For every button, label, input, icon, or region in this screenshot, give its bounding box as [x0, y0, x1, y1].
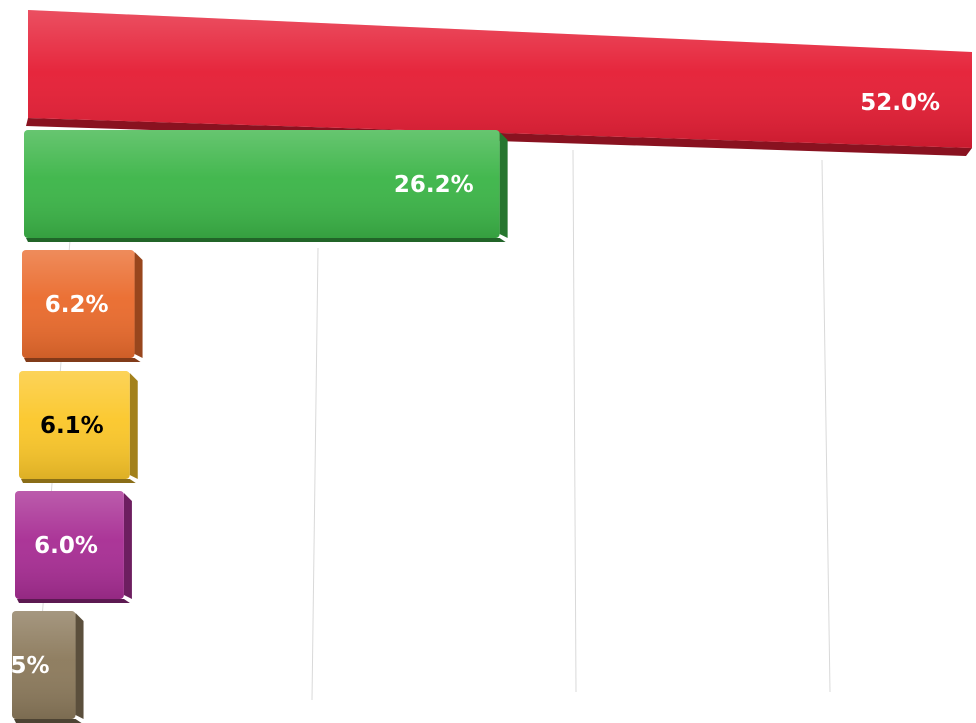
bar-4	[19, 371, 138, 483]
bar-label-2: 26.2%	[394, 172, 474, 198]
gridline	[821, 159, 831, 693]
bar-3	[22, 250, 143, 362]
bars: 52.0% 26.2% 6.2% 6.1% 6.0% 3.5%	[0, 10, 972, 723]
bar-label-4: 6.1%	[40, 413, 104, 439]
bar-label-1: 52.0%	[860, 90, 940, 116]
bar-2	[24, 130, 508, 242]
gridline	[572, 149, 577, 693]
bar-label-5: 6.0%	[34, 533, 98, 559]
bar-label-6: 3.5%	[0, 653, 50, 679]
gridline	[311, 247, 319, 701]
bar-5	[15, 491, 132, 603]
bar-6	[12, 611, 84, 723]
bar-label-3: 6.2%	[45, 292, 109, 318]
